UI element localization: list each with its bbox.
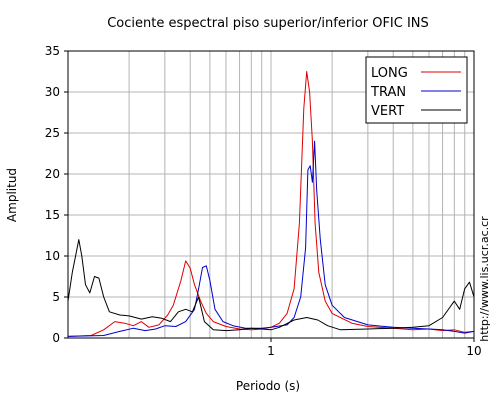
side-url-text: http://www.lis.ucr.ac.cr — [478, 216, 491, 342]
series-layer — [67, 71, 475, 337]
legend-label-vert: VERT — [371, 104, 404, 119]
legend-box — [365, 56, 468, 124]
y-axis-label: Amplitud — [5, 168, 19, 222]
x-axis-ticks: 1 10 — [267, 338, 482, 358]
y-axis-ticks: 0 5 10 15 20 25 30 35 — [45, 44, 68, 345]
y-tick-label: 25 — [45, 126, 60, 140]
y-tick-label: 10 — [45, 249, 60, 263]
x-tick-label: 10 — [466, 344, 481, 358]
y-tick-label: 0 — [52, 331, 60, 345]
y-tick-label: 35 — [45, 44, 60, 58]
y-tick-label: 30 — [45, 85, 60, 99]
legend-label-tran: TRAN — [370, 85, 406, 100]
legend-label-long: LONG — [371, 66, 408, 81]
chart-title: Cociente espectral piso superior/inferio… — [107, 16, 429, 31]
x-tick-label: 1 — [267, 344, 275, 358]
legend: LONG TRAN VERT — [365, 56, 468, 124]
y-tick-label: 20 — [45, 167, 60, 181]
y-tick-label: 5 — [52, 290, 60, 304]
y-tick-label: 15 — [45, 208, 60, 222]
series-line-tran — [67, 140, 475, 337]
series-line-vert — [67, 239, 475, 332]
x-axis-label: Periodo (s) — [236, 379, 300, 393]
